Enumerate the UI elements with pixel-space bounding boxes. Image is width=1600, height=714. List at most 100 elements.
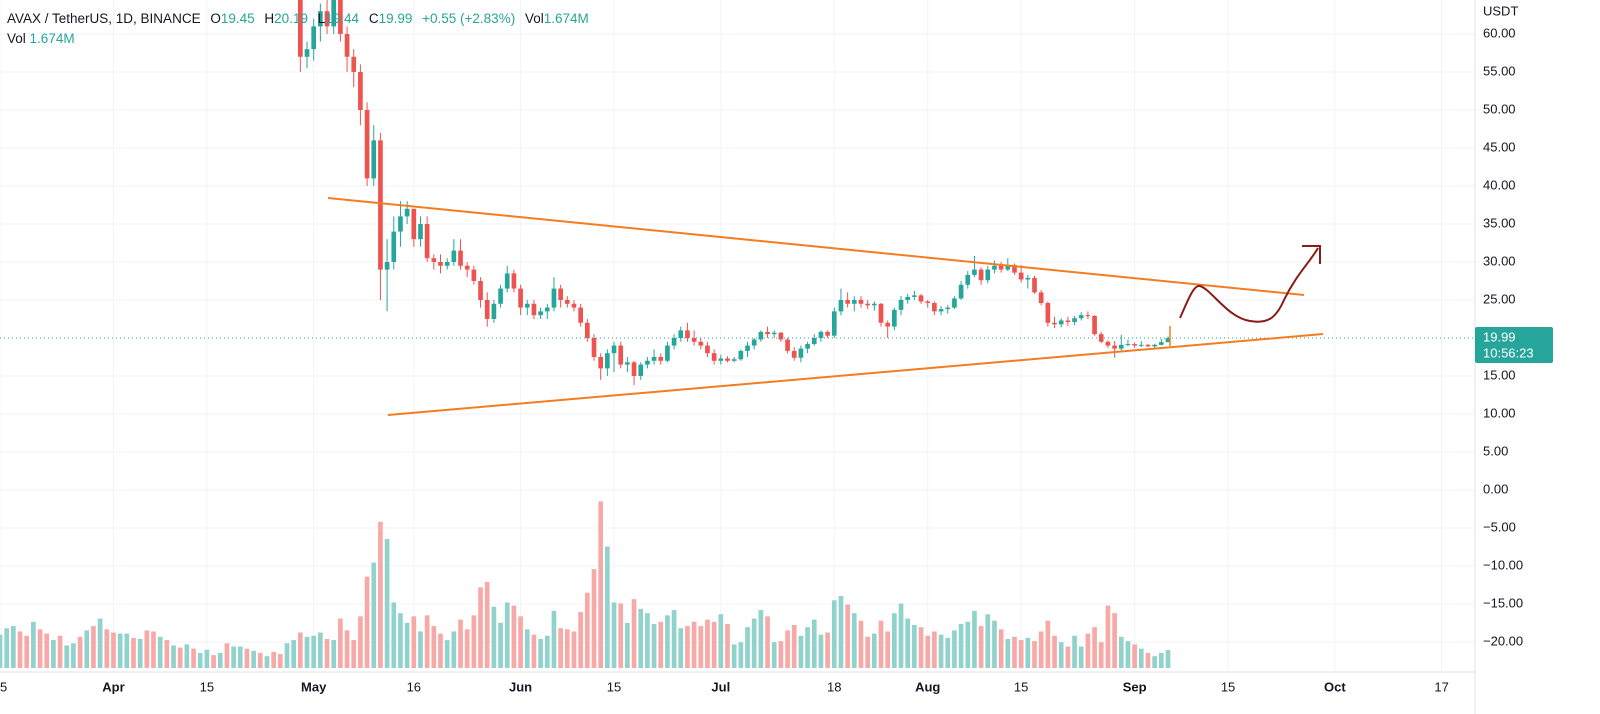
- x-tick-label: Sep: [1123, 679, 1147, 694]
- volume-bar: [124, 633, 130, 668]
- volume-bar: [992, 620, 997, 668]
- volume-bar: [845, 604, 850, 668]
- y-tick-label: −5.00: [1483, 519, 1516, 534]
- volume-bar: [1092, 627, 1097, 668]
- candle-body: [544, 307, 550, 312]
- volume-bar: [391, 602, 397, 668]
- x-tick-label: Oct: [1324, 679, 1346, 694]
- candle-body: [665, 345, 670, 361]
- candle-body: [791, 350, 797, 358]
- y-unit: USDT: [1483, 3, 1518, 18]
- volume-bar: [464, 629, 470, 668]
- candle-body: [618, 345, 624, 365]
- volume-bar: [291, 640, 297, 668]
- candle-body: [905, 296, 911, 300]
- legend-row: AVAX / TetherUS, 1D, BINANCE O19.45 H20.…: [7, 9, 589, 29]
- volume-bar: [1052, 635, 1057, 668]
- candle-body: [878, 303, 884, 323]
- candle-body: [858, 299, 864, 304]
- volume-bar: [498, 622, 503, 668]
- volume-bar: [551, 611, 557, 668]
- candle-body: [418, 223, 423, 240]
- y-tick-label: −15.00: [1483, 595, 1523, 610]
- candle-body: [658, 356, 664, 361]
- volume-bar: [237, 646, 243, 668]
- candle-body: [371, 140, 377, 179]
- volume-bar: [217, 652, 223, 668]
- candle-body: [391, 231, 397, 262]
- candle-body: [1165, 338, 1171, 343]
- y-tick-label: 10.00: [1483, 405, 1516, 420]
- volume-bar: [44, 633, 50, 668]
- ohlc-key: C: [368, 11, 379, 26]
- candle-body: [892, 309, 897, 327]
- volume-bar: [1085, 633, 1091, 668]
- volume-bar: [651, 623, 657, 668]
- volume-bar: [231, 646, 236, 668]
- volume-bar: [318, 632, 323, 668]
- candle-body: [972, 269, 977, 275]
- x-tick-label: Apr: [102, 679, 124, 694]
- volume-bar: [1125, 641, 1131, 668]
- candle-body: [378, 140, 383, 270]
- volume-bar: [671, 609, 677, 668]
- candle-body: [298, 0, 303, 57]
- candle-body: [871, 303, 877, 306]
- candle-body: [498, 288, 503, 304]
- candle-body: [798, 348, 804, 358]
- candle-body: [598, 356, 604, 369]
- volume-bar: [338, 618, 343, 668]
- candle-body: [745, 345, 750, 351]
- volume-bar: [64, 645, 70, 668]
- candle-body: [518, 288, 523, 308]
- volume-bar: [177, 647, 183, 668]
- y-tick-label: 30.00: [1483, 253, 1516, 268]
- candle-body: [725, 358, 730, 361]
- volume-bar: [458, 619, 463, 668]
- volume-bar: [571, 631, 577, 668]
- volume-bar: [952, 630, 957, 668]
- candle-body: [398, 216, 403, 232]
- candle-body: [771, 332, 777, 335]
- candle-body: [344, 33, 350, 57]
- volume-bar: [825, 632, 830, 668]
- volume-bar: [718, 614, 724, 668]
- volume-bar: [11, 626, 16, 668]
- volume-bar: [1118, 636, 1124, 668]
- volume-bar: [1032, 641, 1037, 668]
- candle-body: [998, 265, 1004, 270]
- volume-bar: [531, 634, 537, 668]
- candle-body: [705, 345, 710, 354]
- volume-bar: [765, 616, 770, 668]
- x-tick-label: 17: [1434, 679, 1448, 694]
- volume-bar: [384, 539, 390, 668]
- volume-bar: [851, 613, 857, 668]
- volume-bar: [57, 635, 63, 668]
- candle-body: [751, 339, 757, 346]
- volume-bar: [97, 618, 103, 668]
- candle-body: [1145, 344, 1151, 347]
- volume-bar: [364, 576, 370, 668]
- volume-bar: [1045, 620, 1051, 668]
- volume-bar: [104, 629, 110, 668]
- candle-body: [1045, 303, 1051, 323]
- volume-bar: [1132, 644, 1137, 668]
- candle-body: [311, 26, 317, 50]
- candle-body: [1012, 265, 1017, 273]
- volume-bar: [418, 631, 423, 668]
- volume-bar: [958, 623, 964, 668]
- volume-value: 1.674M: [29, 31, 75, 46]
- volume-bar: [304, 636, 310, 668]
- volume-bar: [791, 625, 797, 668]
- candle-body: [1158, 342, 1164, 345]
- volume-bar: [491, 606, 497, 668]
- y-tick-label: −10.00: [1483, 557, 1523, 572]
- candle-body: [912, 295, 917, 297]
- candle-body: [404, 208, 410, 217]
- candle-body: [811, 337, 817, 345]
- y-tick-label: 15.00: [1483, 367, 1516, 382]
- candle-body: [364, 109, 370, 179]
- candle-body: [851, 299, 857, 304]
- volume-bar: [371, 562, 377, 668]
- candle-body: [845, 299, 850, 304]
